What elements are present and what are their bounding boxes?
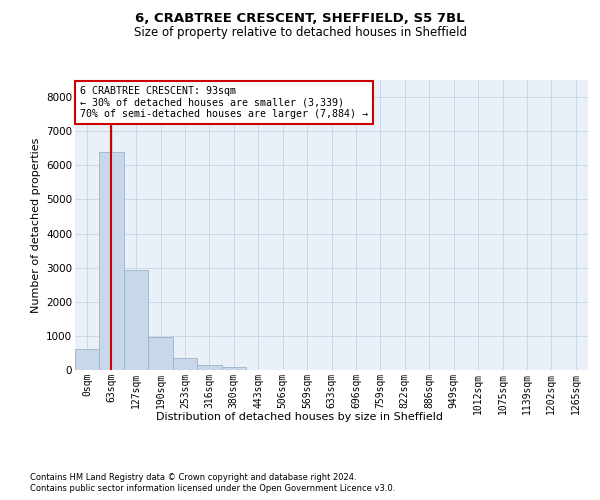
Text: Contains public sector information licensed under the Open Government Licence v3: Contains public sector information licen… [30,484,395,493]
Bar [197,365,221,370]
Text: Size of property relative to detached houses in Sheffield: Size of property relative to detached ho… [133,26,467,39]
Text: Distribution of detached houses by size in Sheffield: Distribution of detached houses by size … [157,412,443,422]
Bar [221,368,246,370]
Bar [100,152,124,370]
Bar [75,349,100,370]
Text: 6 CRABTREE CRESCENT: 93sqm
← 30% of detached houses are smaller (3,339)
70% of s: 6 CRABTREE CRESCENT: 93sqm ← 30% of deta… [80,86,368,119]
Text: Contains HM Land Registry data © Crown copyright and database right 2024.: Contains HM Land Registry data © Crown c… [30,472,356,482]
Bar [124,270,148,370]
Text: 6, CRABTREE CRESCENT, SHEFFIELD, S5 7BL: 6, CRABTREE CRESCENT, SHEFFIELD, S5 7BL [135,12,465,26]
Y-axis label: Number of detached properties: Number of detached properties [31,138,41,312]
Bar [173,358,197,370]
Bar [148,337,173,370]
